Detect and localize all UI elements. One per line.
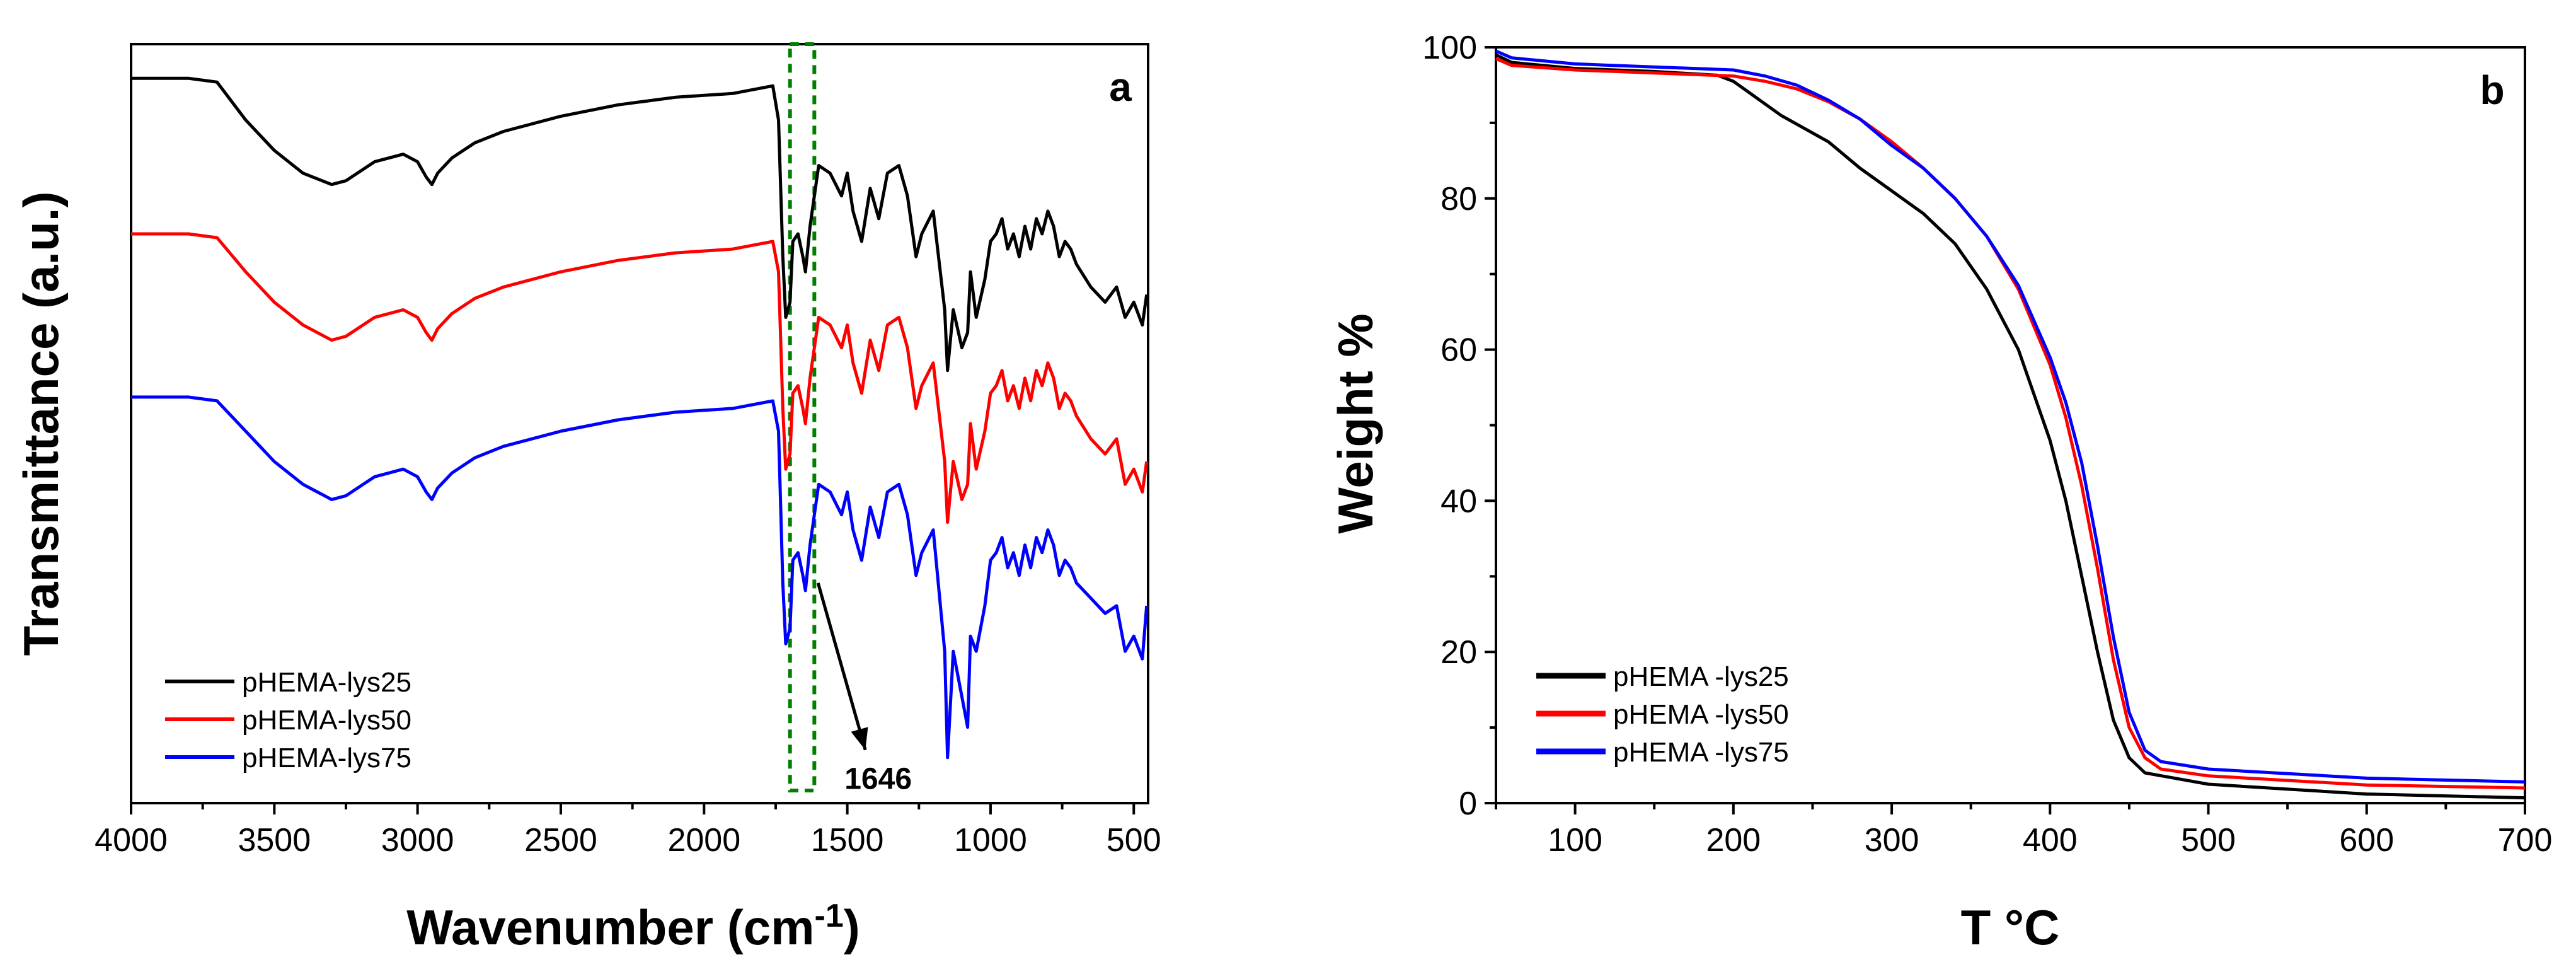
panel-b-legend: pHEMA -lys25 pHEMA -lys50 pHEMA -lys75 — [1536, 661, 1789, 768]
panel-b-x-axis-title: T °C — [1961, 900, 2060, 955]
x-tick-label-600: 600 — [2339, 822, 2394, 859]
panel-a-x-ticks: 4000 3500 3000 2500 2000 1500 1000 500 — [95, 803, 1161, 859]
annotation-arrow-1646: 1646 — [816, 582, 912, 796]
panel-a-plot-frame — [130, 43, 1149, 804]
series-line-phema-lys25 — [131, 76, 1149, 373]
panel-a-y-axis-title: Transmittance (a.u.) — [13, 192, 69, 656]
x-tick-label-400: 400 — [2023, 822, 2078, 859]
x-title-close: ) — [844, 900, 860, 955]
panel-b-tga-chart: 100 200 300 400 500 600 700 0 20 40 60 80 100 b pHE… — [1328, 30, 2552, 955]
x-title-main: Wavenumber (cm — [406, 900, 814, 955]
series-line-phema-lys50 — [131, 232, 1149, 524]
legend-label-lys75: pHEMA -lys75 — [1613, 737, 1789, 768]
panel-b-series-group — [1495, 49, 2526, 800]
legend-label-lys25: pHEMA-lys25 — [242, 667, 411, 698]
legend-label-lys25: pHEMA -lys25 — [1613, 661, 1789, 692]
panel-a-series-group — [131, 76, 1149, 760]
y-tick-label-0: 0 — [1459, 785, 1477, 822]
y-tick-label-20: 20 — [1440, 634, 1477, 671]
x-tick-label-3500: 3500 — [238, 822, 311, 859]
legend-label-lys50: pHEMA -lys50 — [1613, 699, 1789, 730]
panel-b-y-ticks: 0 20 40 60 80 100 — [1422, 30, 1496, 822]
annotation-label-1646: 1646 — [844, 763, 912, 796]
x-tick-label-200: 200 — [1706, 822, 1761, 859]
series-line-phema-lys75 — [1495, 49, 2526, 784]
legend-label-lys50: pHEMA-lys50 — [242, 705, 411, 736]
x-tick-label-1500: 1500 — [811, 822, 884, 859]
highlight-band-rect — [788, 42, 817, 792]
panel-a-legend: pHEMA-lys25 pHEMA-lys50 pHEMA-lys75 — [165, 667, 411, 773]
x-tick-label-1000: 1000 — [954, 822, 1027, 859]
panel-b-x-ticks: 100 200 300 400 500 600 700 — [1495, 803, 2553, 859]
panel-a-label: a — [1109, 64, 1132, 110]
x-tick-label-2500: 2500 — [524, 822, 597, 859]
x-tick-label-300: 300 — [1865, 822, 1919, 859]
y-tick-label-80: 80 — [1440, 181, 1477, 217]
highlight-band — [788, 42, 817, 792]
panel-b-y-axis-title: Weight % — [1328, 313, 1383, 534]
panel-a-x-axis-title: Wavenumber (cm-1) — [406, 898, 860, 955]
y-tick-label-100: 100 — [1422, 30, 1477, 66]
panel-b-label: b — [2480, 67, 2504, 113]
annotation-arrow-head — [851, 727, 868, 750]
y-tick-label-60: 60 — [1440, 332, 1477, 369]
x-tick-label-500: 500 — [2181, 822, 2236, 859]
panel-a-ftir-chart: 4000 3500 3000 2500 2000 1500 1000 500 a 1646 p… — [13, 42, 1161, 955]
x-tick-label-500: 500 — [1107, 822, 1161, 859]
x-tick-label-2000: 2000 — [667, 822, 740, 859]
y-tick-label-40: 40 — [1440, 483, 1477, 519]
legend-label-lys75: pHEMA-lys75 — [242, 743, 411, 773]
series-line-phema-lys75 — [131, 395, 1149, 760]
x-tick-label-3000: 3000 — [381, 822, 454, 859]
x-title-superscript: -1 — [815, 898, 844, 934]
annotation-arrow-line — [816, 582, 867, 751]
x-tick-label-4000: 4000 — [95, 822, 168, 859]
x-tick-label-100: 100 — [1548, 822, 1602, 859]
x-tick-label-700: 700 — [2498, 822, 2553, 859]
